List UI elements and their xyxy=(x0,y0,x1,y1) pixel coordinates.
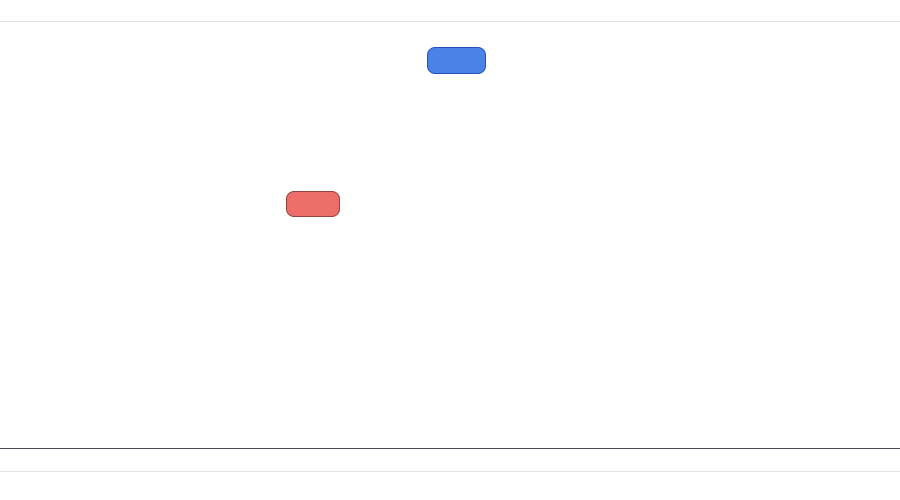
header-separator xyxy=(0,21,900,22)
ema50-callout[interactable] xyxy=(427,47,486,74)
bottom-border-line xyxy=(0,471,900,472)
ema9-callout[interactable] xyxy=(286,191,340,217)
symbol-legend[interactable] xyxy=(2,29,26,43)
time-axis-line xyxy=(0,448,900,449)
time-axis[interactable] xyxy=(0,448,900,472)
